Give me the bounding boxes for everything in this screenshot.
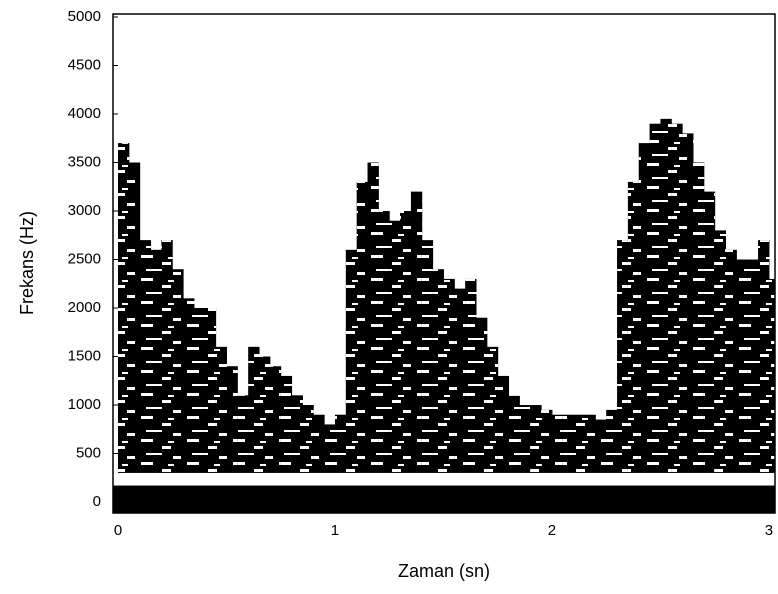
texture [204, 308, 217, 473]
texture [671, 123, 683, 473]
texture [161, 240, 173, 473]
texture [606, 409, 618, 473]
texture [692, 162, 705, 473]
texture [758, 240, 770, 473]
texture [183, 298, 195, 473]
texture [747, 259, 759, 473]
texture [465, 278, 477, 473]
texture [454, 288, 466, 473]
y-tick-label: 3500 [68, 153, 101, 170]
texture [356, 181, 369, 473]
texture [541, 409, 553, 473]
texture [324, 424, 336, 473]
texture [768, 278, 775, 473]
y-tick-label: 4000 [68, 105, 101, 122]
x-tick-label: 1 [331, 522, 339, 539]
plot-area [113, 118, 775, 513]
texture [551, 414, 564, 473]
y-tick-label: 0 [93, 493, 101, 510]
texture [682, 133, 694, 473]
texture [237, 395, 249, 473]
texture [562, 414, 575, 473]
texture [486, 346, 499, 473]
texture [508, 395, 520, 473]
y-axis-label: Frekans (Hz) [17, 211, 37, 315]
texture [421, 240, 434, 473]
texture [627, 181, 640, 473]
texture [584, 414, 596, 473]
texture [193, 308, 206, 473]
y-tick-label: 1500 [68, 347, 101, 364]
texture [400, 211, 412, 473]
x-tick-label: 0 [114, 522, 122, 539]
texture [714, 230, 727, 473]
texture [530, 405, 542, 473]
texture [378, 211, 390, 473]
texture [345, 249, 358, 473]
texture [269, 366, 282, 473]
texture [313, 414, 325, 473]
texture [248, 346, 260, 473]
texture [617, 240, 629, 473]
x-axis-label: Zaman (sn) [398, 561, 490, 581]
texture [476, 317, 488, 473]
y-tick-label: 3000 [68, 202, 101, 219]
texture [595, 419, 607, 473]
texture [443, 278, 455, 473]
texture [660, 118, 672, 473]
texture [334, 414, 347, 473]
x-tick-label: 3 [765, 522, 773, 539]
texture [172, 269, 184, 473]
texture [150, 249, 162, 473]
y-tick-label: 4500 [68, 56, 101, 73]
y-tick-label: 2000 [68, 299, 101, 316]
texture [302, 405, 314, 473]
texture [367, 162, 379, 473]
y-tick-label: 2500 [68, 250, 101, 267]
texture [139, 240, 152, 473]
y-tick-label: 500 [76, 445, 101, 462]
texture [497, 375, 510, 473]
texture [519, 405, 531, 473]
texture [280, 375, 293, 473]
low-band [113, 485, 775, 513]
texture [259, 356, 271, 473]
texture [128, 162, 141, 473]
texture [215, 346, 227, 473]
x-tick-label: 2 [548, 522, 556, 539]
texture [703, 191, 716, 473]
texture [649, 123, 661, 473]
texture [736, 259, 748, 473]
texture [638, 143, 651, 473]
texture [389, 220, 401, 473]
texture [291, 395, 303, 473]
texture [226, 366, 238, 473]
plot-frame [112, 13, 776, 514]
y-tick-label: 1000 [68, 396, 101, 413]
texture [573, 414, 585, 473]
y-tick-label: 5000 [68, 8, 101, 25]
texture [117, 143, 130, 473]
texture [725, 249, 737, 473]
texture [410, 191, 423, 473]
texture [432, 269, 444, 473]
